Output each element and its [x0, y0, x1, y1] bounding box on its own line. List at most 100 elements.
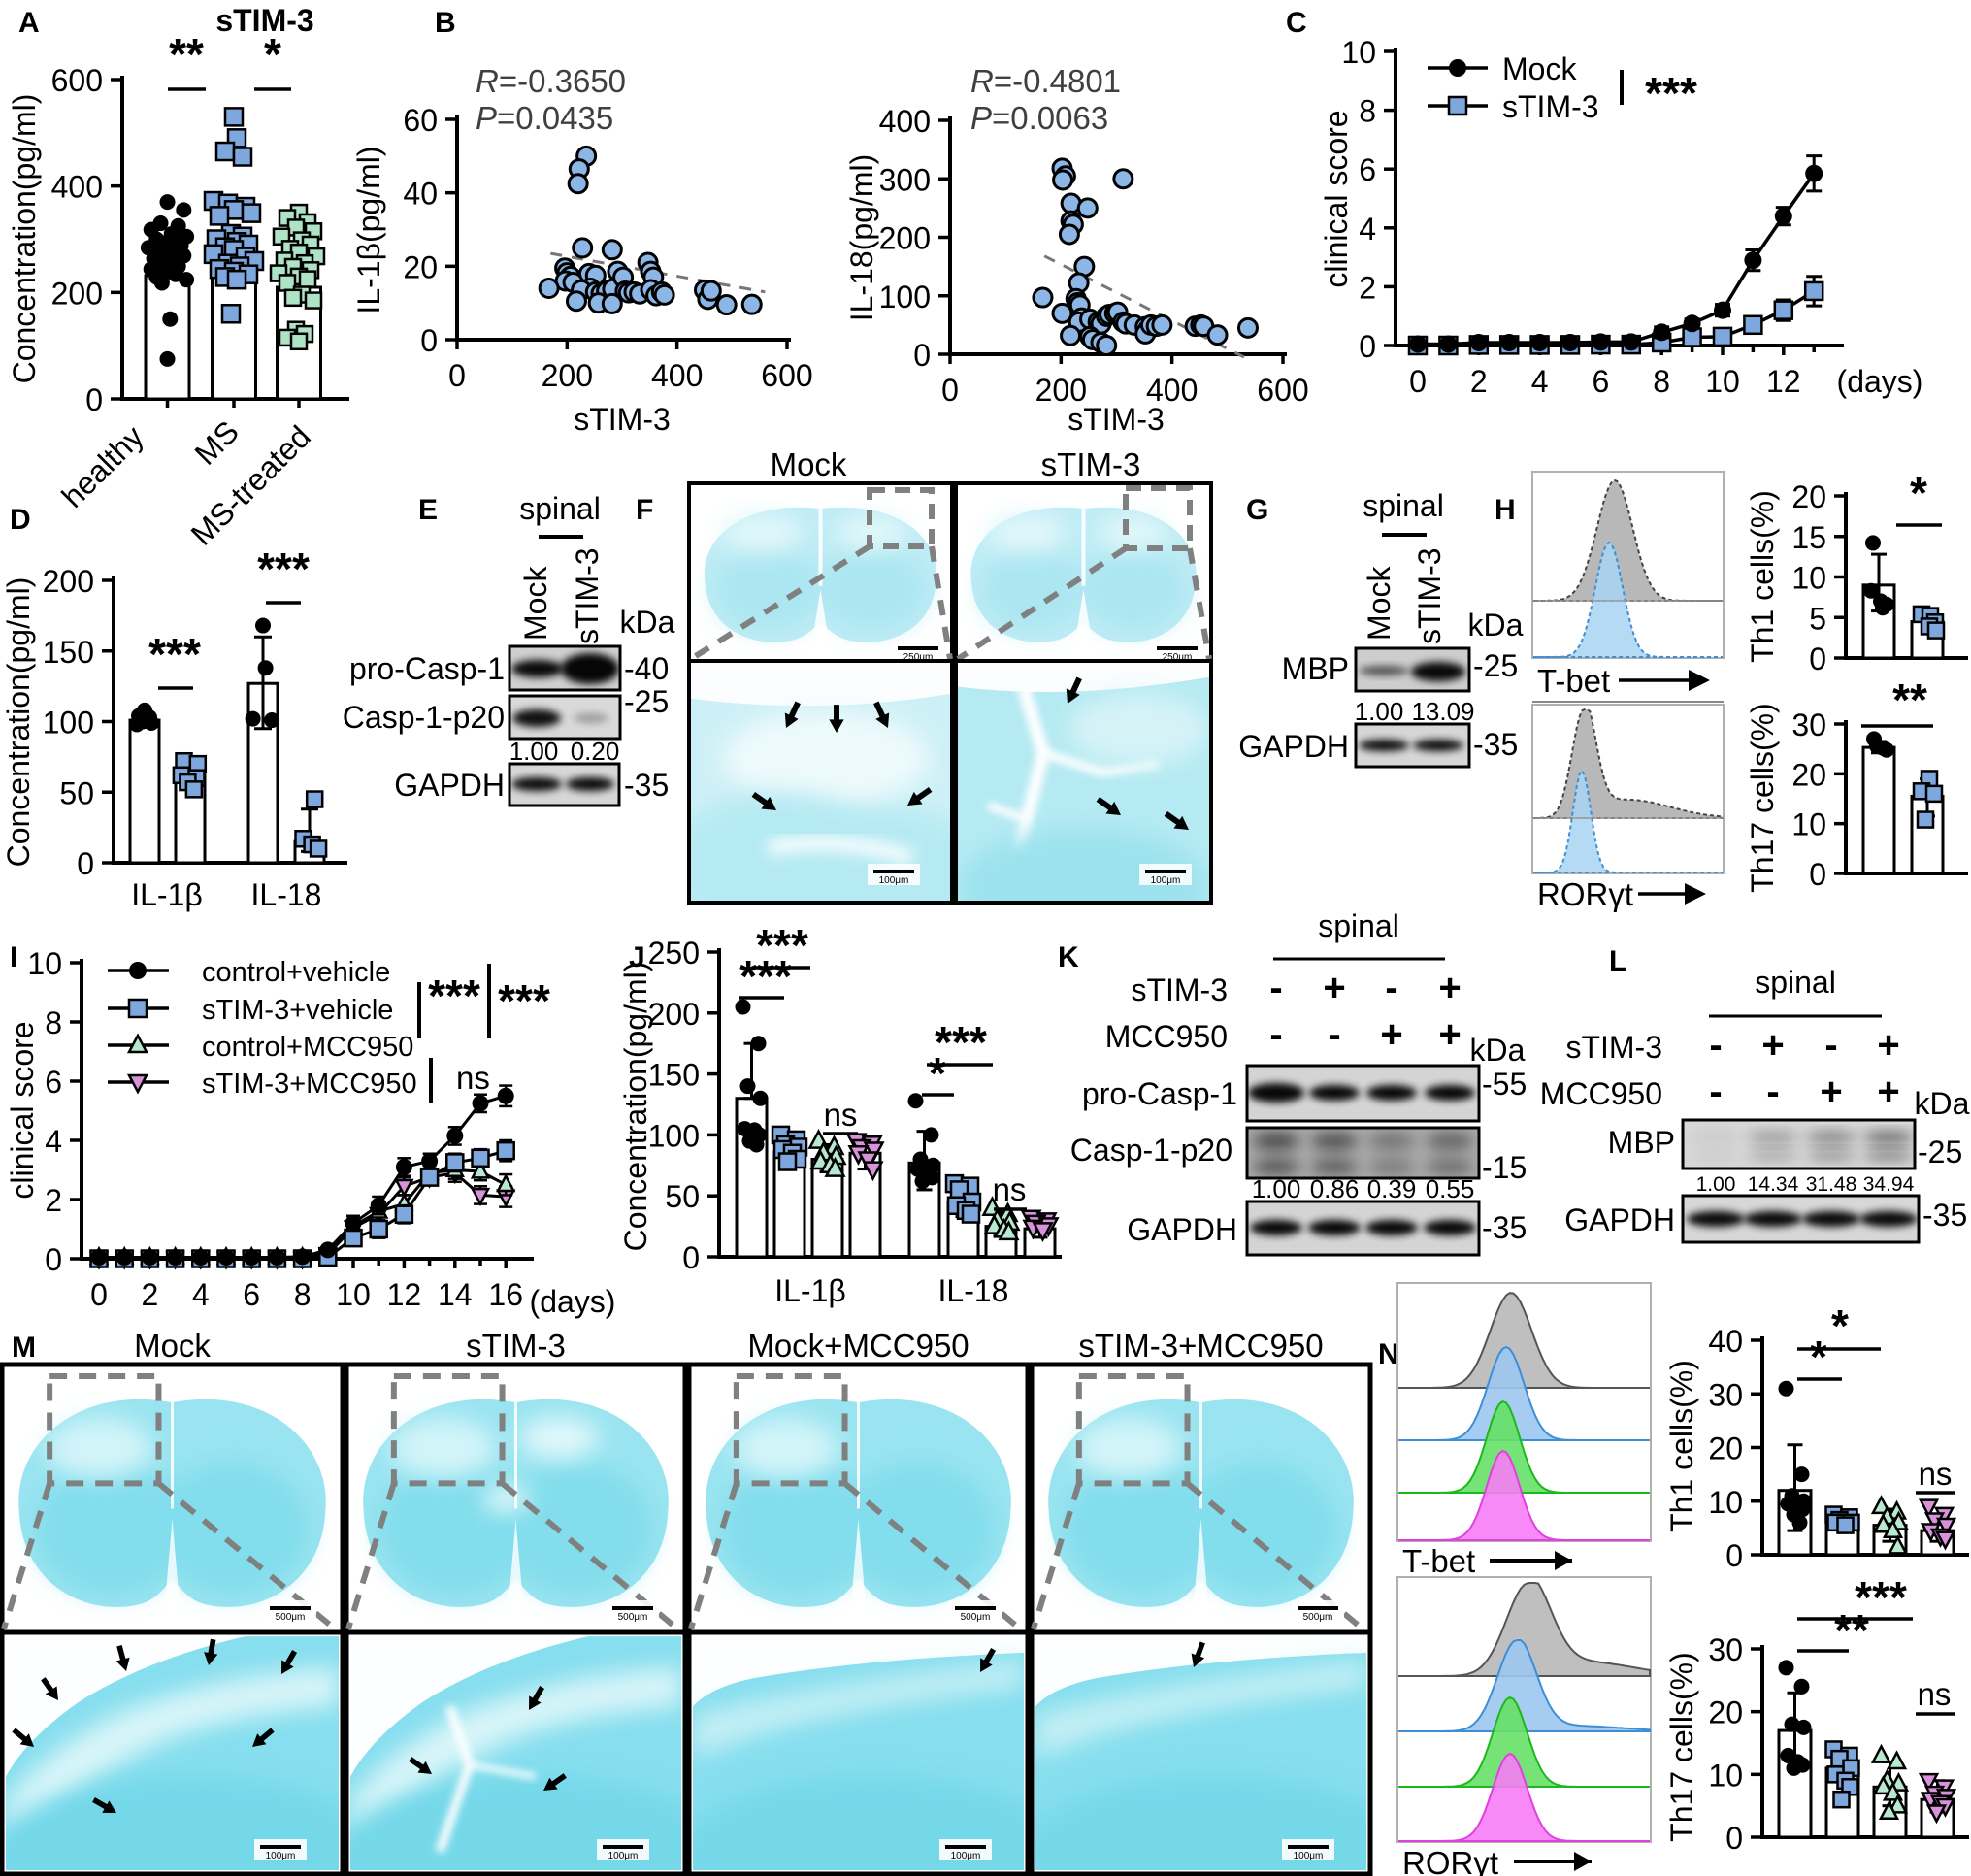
- svg-text:Casp-1-p20: Casp-1-p20: [343, 700, 505, 735]
- svg-text:E: E: [418, 494, 438, 526]
- svg-text:20: 20: [403, 249, 438, 284]
- svg-text:-15: -15: [1482, 1150, 1527, 1185]
- svg-text:R=-0.3650: R=-0.3650: [476, 63, 626, 99]
- svg-text:(days): (days): [1837, 364, 1923, 399]
- svg-text:-25: -25: [624, 684, 669, 719]
- svg-text:-35: -35: [1473, 727, 1518, 762]
- svg-text:R=-0.4801: R=-0.4801: [970, 63, 1121, 99]
- svg-text:-55: -55: [1482, 1067, 1527, 1102]
- svg-text:**: **: [1892, 675, 1927, 725]
- svg-text:Mock: Mock: [1502, 51, 1577, 86]
- svg-text:100: 100: [879, 280, 931, 314]
- svg-text:6: 6: [45, 1065, 62, 1100]
- svg-text:*: *: [929, 1048, 946, 1099]
- svg-text:2: 2: [1359, 270, 1376, 305]
- svg-text:0: 0: [77, 846, 94, 881]
- svg-text:**: **: [1834, 1605, 1869, 1656]
- svg-text:sTIM-3+vehicle: sTIM-3+vehicle: [202, 995, 393, 1026]
- svg-text:400: 400: [51, 170, 103, 205]
- svg-text:34.94: 34.94: [1863, 1173, 1915, 1196]
- svg-text:IL-18: IL-18: [938, 1273, 1009, 1308]
- svg-text:-: -: [1328, 1013, 1340, 1056]
- svg-text:250μm: 250μm: [903, 652, 934, 663]
- svg-text:6: 6: [1359, 152, 1376, 187]
- svg-text:-: -: [1709, 1024, 1722, 1067]
- svg-text:sTIM-3+MCC950: sTIM-3+MCC950: [1078, 1328, 1323, 1364]
- svg-text:RORγt: RORγt: [1537, 876, 1633, 912]
- svg-text:100μm: 100μm: [608, 1851, 639, 1861]
- svg-text:sTIM-3: sTIM-3: [1131, 972, 1228, 1007]
- svg-text:GAPDH: GAPDH: [1127, 1212, 1237, 1247]
- svg-text:IL-18(pg/ml): IL-18(pg/ml): [844, 154, 879, 322]
- svg-text:10: 10: [1341, 35, 1376, 70]
- svg-text:50: 50: [665, 1179, 700, 1214]
- svg-text:10: 10: [1791, 807, 1826, 842]
- svg-text:0: 0: [1359, 329, 1376, 364]
- svg-text:200: 200: [51, 276, 103, 311]
- svg-text:GAPDH: GAPDH: [394, 768, 505, 803]
- svg-text:200: 200: [879, 221, 931, 256]
- svg-text:L: L: [1609, 945, 1626, 977]
- svg-text:-35: -35: [1482, 1210, 1527, 1245]
- svg-text:-25: -25: [1473, 648, 1518, 683]
- svg-text:ns: ns: [1919, 1456, 1953, 1492]
- svg-text:200: 200: [43, 564, 94, 599]
- svg-text:clinical score: clinical score: [1319, 110, 1354, 287]
- svg-text:500μm: 500μm: [961, 1612, 991, 1623]
- svg-text:0: 0: [45, 1242, 62, 1277]
- svg-text:20: 20: [1791, 479, 1826, 514]
- svg-text:Mock: Mock: [134, 1328, 211, 1364]
- svg-text:-: -: [1269, 1013, 1282, 1056]
- svg-text:-: -: [1824, 1024, 1837, 1067]
- svg-text:A: A: [18, 7, 40, 39]
- svg-text:20: 20: [1708, 1432, 1743, 1466]
- svg-text:Concentration(pg/ml): Concentration(pg/ml): [7, 94, 42, 384]
- svg-text:500μm: 500μm: [1303, 1612, 1333, 1623]
- svg-text:13.09: 13.09: [1411, 697, 1474, 726]
- svg-text:-: -: [1385, 967, 1397, 1009]
- svg-text:40: 40: [403, 177, 438, 212]
- svg-text:GAPDH: GAPDH: [1238, 729, 1349, 764]
- svg-text:30: 30: [1708, 1632, 1743, 1667]
- svg-text:Mock: Mock: [518, 566, 553, 641]
- svg-text:2: 2: [1470, 364, 1488, 399]
- svg-text:0: 0: [1809, 642, 1826, 676]
- svg-text:***: ***: [428, 971, 480, 1021]
- svg-text:ns: ns: [824, 1097, 858, 1133]
- svg-text:10: 10: [1708, 1758, 1743, 1793]
- svg-text:12: 12: [387, 1277, 422, 1312]
- svg-text:8: 8: [294, 1277, 312, 1312]
- svg-text:Mock: Mock: [1362, 566, 1396, 641]
- svg-text:+: +: [1761, 1024, 1784, 1067]
- svg-text:12: 12: [1766, 364, 1801, 399]
- svg-text:T-bet: T-bet: [1402, 1543, 1475, 1579]
- svg-text:0: 0: [1725, 1538, 1743, 1573]
- svg-text:***: ***: [1645, 68, 1697, 118]
- svg-text:150: 150: [648, 1058, 700, 1093]
- svg-text:+: +: [1877, 1024, 1899, 1067]
- svg-text:pro-Casp-1: pro-Casp-1: [1082, 1076, 1237, 1111]
- svg-text:40: 40: [1708, 1324, 1743, 1359]
- svg-text:sTIM-3: sTIM-3: [1041, 446, 1141, 482]
- svg-text:14.34: 14.34: [1748, 1173, 1799, 1196]
- svg-text:Th17 cells(%): Th17 cells(%): [1664, 1652, 1699, 1842]
- svg-text:4: 4: [45, 1124, 62, 1159]
- svg-text:100: 100: [648, 1118, 700, 1153]
- svg-text:0: 0: [420, 323, 438, 358]
- svg-text:31.48: 31.48: [1806, 1173, 1857, 1196]
- svg-text:*: *: [1831, 1300, 1849, 1351]
- svg-text:GAPDH: GAPDH: [1564, 1202, 1675, 1237]
- svg-text:sTIM-3: sTIM-3: [570, 547, 605, 644]
- svg-text:100: 100: [43, 706, 94, 741]
- svg-text:Th1 cells(%): Th1 cells(%): [1664, 1360, 1699, 1532]
- svg-text:*: *: [264, 29, 281, 80]
- svg-text:500μm: 500μm: [276, 1612, 306, 1623]
- svg-text:30: 30: [1708, 1377, 1743, 1412]
- svg-text:J: J: [629, 941, 645, 973]
- svg-text:200: 200: [648, 997, 700, 1032]
- svg-text:Concentration(pg/ml): Concentration(pg/ml): [1, 577, 36, 868]
- svg-text:B: B: [435, 7, 456, 39]
- svg-text:+: +: [1438, 967, 1461, 1009]
- svg-text:***: ***: [257, 543, 310, 594]
- svg-text:1.00: 1.00: [1696, 1173, 1736, 1196]
